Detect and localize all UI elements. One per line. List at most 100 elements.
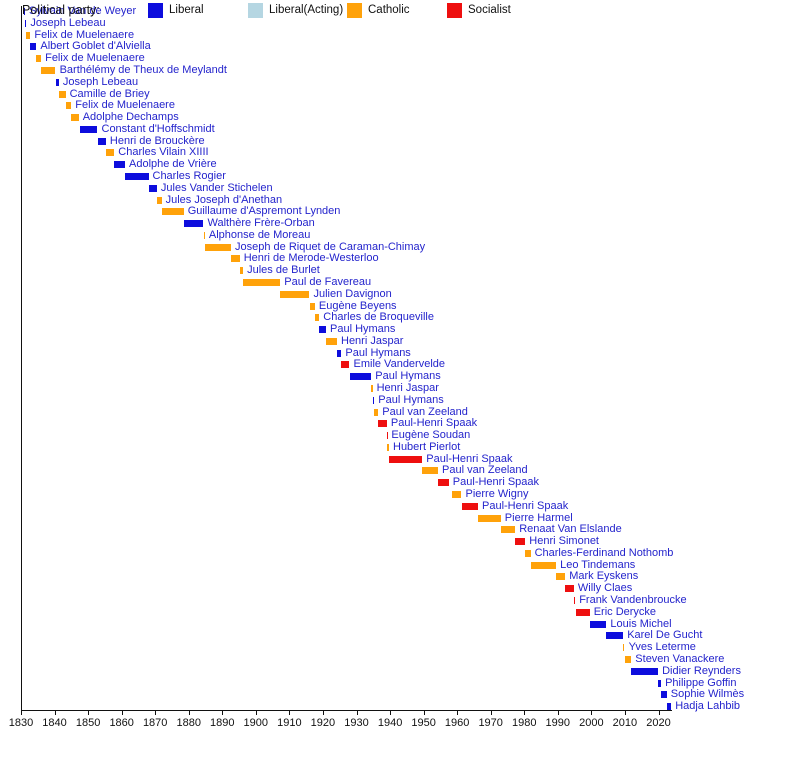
minister-name-label: Renaat Van Elslande — [519, 523, 622, 536]
minister-name-label: Albert Goblet d'Alviella — [40, 40, 151, 53]
axis-tick — [356, 710, 358, 715]
axis-tick — [155, 710, 157, 715]
term-bar — [58, 90, 66, 98]
term-bar — [25, 19, 27, 27]
minister-name-label: Barthélémy de Theux de Meylandt — [59, 63, 227, 76]
axis-tick — [21, 710, 22, 715]
y-axis-line — [21, 6, 22, 710]
minister-name-label: Paul de Favereau — [284, 275, 372, 288]
term-bar — [438, 479, 449, 487]
minister-name-label: Henri Jaspar — [376, 382, 439, 394]
axis-tick-label: 1860 — [109, 717, 134, 729]
term-bar — [661, 691, 667, 699]
term-bar — [658, 679, 662, 687]
minister-name-label: Felix de Muelenaere — [75, 99, 175, 112]
term-bar — [624, 655, 632, 663]
term-bar — [378, 420, 387, 428]
minister-name-label: Paul-Henri Spaak — [426, 452, 513, 465]
minister-name-label: Charles-Ferdinand Nothomb — [534, 546, 674, 559]
term-bar — [478, 514, 501, 522]
minister-name-label: Eugène Soudan — [391, 429, 471, 442]
term-bar — [26, 31, 31, 39]
axis-tick — [591, 710, 593, 715]
axis-tick-label: 1920 — [310, 717, 336, 729]
term-bar — [565, 585, 574, 593]
legend-item-label: Liberal — [169, 4, 204, 16]
minister-name-label: Constant d'Hoffschmidt — [101, 122, 215, 135]
term-bar — [156, 196, 162, 204]
minister-name-label: Yves Leterme — [628, 641, 696, 654]
term-bar — [623, 644, 625, 652]
minister-name-label: Steven Vanackere — [635, 652, 725, 665]
axis-tick-label: 1970 — [478, 717, 503, 729]
term-bar — [24, 8, 25, 15]
legend-swatch — [148, 3, 163, 18]
minister-name-label: Felix de Muelenaere — [34, 28, 135, 41]
minister-name-label: Louis Michel — [610, 617, 672, 630]
term-bar — [525, 549, 531, 557]
minister-name-label: Charles de Broqueville — [323, 311, 434, 324]
minister-name-label: Jules Joseph d'Anethan — [165, 193, 283, 206]
axis-tick-label: 1940 — [377, 717, 403, 729]
term-bar — [349, 373, 372, 381]
axis-tick-label: 2020 — [646, 717, 671, 729]
axis-tick-label: 1890 — [210, 717, 235, 729]
term-bar — [203, 231, 205, 239]
axis-tick — [557, 710, 559, 715]
minister-name-label: Joseph de Riquet de Caraman-Chimay — [235, 240, 426, 253]
term-bar — [314, 314, 320, 322]
term-bar — [530, 561, 557, 569]
axis-tick — [54, 710, 56, 715]
minister-name-label: Pierre Harmel — [504, 511, 573, 524]
minister-name-label: Philippe Goffin — [665, 676, 737, 689]
axis-tick-label: 1910 — [277, 717, 302, 729]
term-bar — [606, 632, 624, 640]
minister-name-label: Henri de Merode-Westerloo — [243, 252, 379, 265]
term-bar — [389, 455, 423, 463]
term-bar — [114, 161, 125, 169]
axis-tick — [289, 710, 291, 715]
term-bar — [589, 620, 607, 628]
axis-tick-label: 1830 — [8, 717, 34, 729]
axis-tick — [423, 710, 425, 715]
term-bar — [243, 278, 281, 286]
minister-name-label: Paul van Zeeland — [442, 464, 528, 477]
minister-name-label: Charles Vilain XIIII — [118, 146, 209, 159]
term-bar — [326, 337, 338, 345]
minister-name-label: Sophie Wilmès — [670, 688, 745, 701]
axis-tick — [658, 710, 660, 715]
minister-name-label: Joseph Lebeau — [30, 16, 106, 29]
minister-name-label: Pierre Wigny — [465, 488, 529, 500]
minister-name-label: Paul Hymans — [330, 323, 396, 336]
minister-name-label: Paul-Henri Spaak — [390, 417, 478, 430]
term-bar — [55, 78, 59, 86]
minister-name-label: Frank Vandenbroucke — [579, 594, 687, 606]
minister-name-label: Adolphe Dechamps — [82, 111, 179, 123]
minister-name-label: Paul-Henri Spaak — [452, 476, 540, 489]
minister-name-label: Paul van Zeeland — [382, 405, 468, 418]
minister-name-label: Paul Hymans — [345, 346, 411, 359]
minister-name-label: Henri de Brouckère — [109, 134, 205, 147]
minister-name-label: Eric Derycke — [593, 605, 657, 618]
minister-name-label: Paul Hymans — [378, 393, 444, 406]
axis-tick — [624, 710, 626, 715]
term-bar — [341, 361, 350, 369]
x-axis-line — [21, 710, 672, 711]
term-bar — [666, 703, 672, 710]
legend-swatch — [248, 3, 263, 18]
term-bar — [631, 667, 659, 675]
axis-tick — [390, 710, 392, 715]
axis-tick-label: 2000 — [579, 717, 604, 729]
axis-tick-label: 1930 — [344, 717, 369, 729]
term-bar — [239, 267, 244, 275]
minister-name-label: Didier Reynders — [662, 664, 741, 677]
term-bar — [556, 573, 566, 581]
axis-tick-label: 2010 — [612, 717, 638, 729]
minister-name-label: Alphonse de Moreau — [208, 228, 311, 241]
axis-tick — [121, 710, 123, 715]
axis-tick-label: 1980 — [512, 717, 537, 729]
term-bar — [161, 208, 184, 216]
minister-name-label: Walthère Frère-Orban — [207, 217, 315, 229]
term-bar — [422, 467, 439, 475]
